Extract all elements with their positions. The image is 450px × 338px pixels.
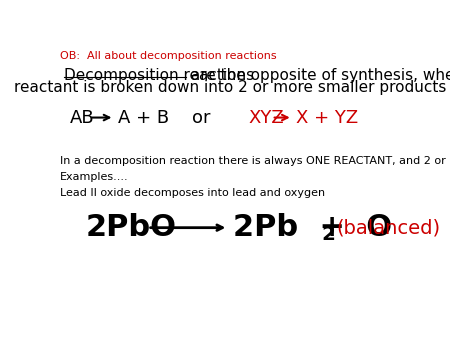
Text: are the opposite of synthesis, where a larger: are the opposite of synthesis, where a l… xyxy=(186,68,450,83)
Text: Examples....: Examples.... xyxy=(60,172,129,182)
Text: reactant is broken down into 2 or more smaller products: reactant is broken down into 2 or more s… xyxy=(14,80,447,95)
Text: OB:  All about decomposition reactions: OB: All about decomposition reactions xyxy=(60,51,277,61)
Text: In a decomposition reaction there is always ONE REACTANT, and 2 or more products: In a decomposition reaction there is alw… xyxy=(60,156,450,166)
Text: A + B: A + B xyxy=(118,108,169,126)
Text: AB: AB xyxy=(70,108,95,126)
Text: 2Pb  +  O: 2Pb + O xyxy=(233,213,392,242)
Text: Lead II oxide decomposes into lead and oxygen: Lead II oxide decomposes into lead and o… xyxy=(60,188,325,198)
Text: (balanced): (balanced) xyxy=(337,218,441,237)
Text: Decomposition reactions: Decomposition reactions xyxy=(64,68,254,83)
Text: 2PbO: 2PbO xyxy=(86,213,177,242)
Text: or: or xyxy=(192,108,211,126)
Text: X + YZ: X + YZ xyxy=(297,108,359,126)
Text: XYZ: XYZ xyxy=(248,108,284,126)
Text: 2: 2 xyxy=(321,225,335,244)
